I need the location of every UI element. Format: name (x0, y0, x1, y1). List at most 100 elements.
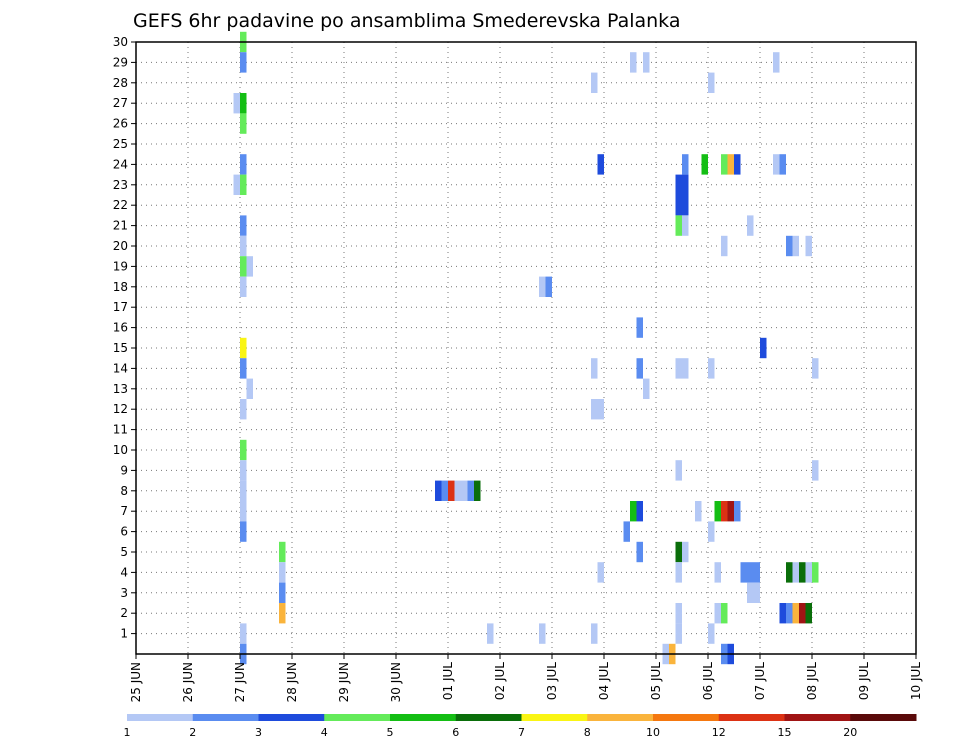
precip-cell (240, 337, 247, 359)
colorbar-label: 4 (321, 726, 328, 739)
precip-cell (636, 541, 643, 563)
precip-cell (779, 603, 786, 624)
colorbar-label: 5 (387, 726, 394, 739)
precip-cell (773, 52, 780, 73)
precip-cell (675, 174, 682, 195)
y-tick-label: 11 (113, 423, 128, 437)
colorbar-label: 8 (584, 726, 591, 739)
colorbar-label: 10 (646, 726, 660, 739)
y-tick-label: 22 (113, 198, 128, 212)
precip-cell (682, 541, 689, 563)
precip-cell (597, 562, 604, 583)
y-tick-label: 17 (113, 300, 128, 314)
precip-cell (682, 154, 689, 175)
precip-cell (467, 480, 474, 501)
precip-cell (246, 378, 253, 399)
precip-cell (240, 399, 247, 420)
precip-cell (708, 623, 715, 644)
y-axis-ticks: 1234567891011121314151617181920212223242… (113, 35, 136, 641)
y-tick-label: 25 (113, 137, 128, 151)
colorbar-swatch (127, 714, 194, 721)
y-tick-label: 1 (120, 627, 128, 641)
precip-cell (805, 562, 812, 583)
precip-cell (240, 276, 247, 297)
x-tick-label: 08 JUL (805, 662, 819, 700)
precip-cell (441, 480, 448, 501)
precip-cell (636, 317, 643, 338)
x-tick-label: 02 JUL (493, 662, 507, 700)
precip-cell (591, 358, 598, 379)
y-tick-label: 4 (120, 565, 128, 579)
x-tick-label: 05 JUL (649, 662, 663, 700)
x-tick-label: 04 JUL (597, 662, 611, 700)
precip-cell (240, 215, 247, 236)
precip-cell (773, 154, 780, 175)
precip-cell (740, 562, 747, 583)
colorbar-swatch (390, 714, 457, 721)
precip-cell (734, 501, 741, 522)
colorbar-swatch (587, 714, 654, 721)
precip-cell (799, 562, 806, 583)
precip-cell (675, 562, 682, 583)
colorbar: 1 2 3 4 5 6 7 8 10 12 15 20 (124, 714, 917, 739)
precip-cell (240, 93, 247, 114)
precip-cell (487, 623, 494, 644)
precip-cell (591, 623, 598, 644)
precip-cell (636, 501, 643, 522)
precip-cell (240, 256, 247, 277)
y-tick-label: 5 (120, 545, 128, 559)
precip-cell (747, 215, 754, 236)
precip-cell (760, 337, 767, 359)
precip-cell (643, 378, 650, 399)
precip-cell (675, 460, 682, 481)
colorbar-swatch (653, 714, 720, 721)
y-tick-label: 10 (113, 443, 128, 457)
colorbar-swatch (784, 714, 851, 721)
colorbar-label: 7 (518, 726, 525, 739)
y-tick-label: 7 (120, 504, 128, 518)
precip-cell (591, 72, 598, 93)
precip-cell (675, 358, 682, 379)
precip-cell (279, 603, 286, 624)
precip-cell (233, 93, 240, 114)
precip-cell (792, 603, 799, 624)
precip-cell (799, 603, 806, 624)
precip-cell (727, 501, 734, 522)
x-tick-label: 29 JUN (337, 662, 351, 702)
precip-cell (721, 501, 728, 522)
x-tick-label: 06 JUL (701, 662, 715, 700)
y-tick-label: 15 (113, 341, 128, 355)
precip-cell (643, 52, 650, 73)
x-tick-label: 26 JUN (181, 662, 195, 702)
precip-cell (279, 582, 286, 603)
y-tick-label: 2 (120, 606, 128, 620)
precip-cell (753, 562, 760, 583)
precip-cell (675, 541, 682, 563)
precip-cell (708, 358, 715, 379)
colorbar-swatch (258, 714, 325, 721)
precip-cell (240, 174, 247, 195)
precip-cell (812, 460, 819, 481)
precip-cell (708, 72, 715, 93)
precip-cell (682, 174, 689, 195)
precip-cell (279, 541, 286, 563)
precip-cell (630, 52, 637, 73)
colorbar-label: 6 (452, 726, 459, 739)
colorbar-swatch (850, 714, 917, 721)
precip-cell (240, 480, 247, 501)
precip-cell (682, 195, 689, 216)
precip-cell (779, 154, 786, 175)
y-tick-label: 19 (113, 259, 128, 273)
precip-cell (786, 562, 793, 583)
precip-cell (461, 480, 468, 501)
precip-cell (786, 603, 793, 624)
y-tick-label: 27 (113, 96, 128, 110)
colorbar-swatch (718, 714, 785, 721)
y-tick-label: 16 (113, 321, 128, 335)
precip-cell (701, 154, 708, 175)
colorbar-swatch (521, 714, 588, 721)
precip-cell (539, 623, 546, 644)
precip-cell (623, 521, 630, 542)
precip-cell (708, 521, 715, 542)
